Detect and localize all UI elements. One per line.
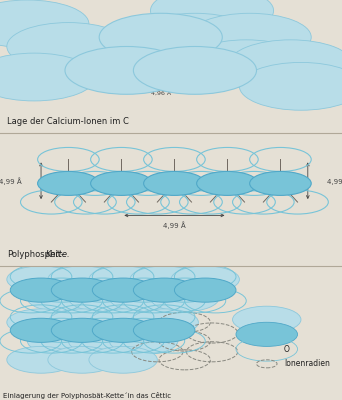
Circle shape (89, 309, 157, 336)
Circle shape (239, 62, 342, 110)
Text: Ionenradien: Ionenradien (284, 359, 330, 368)
Text: Polyphosphit-: Polyphosphit- (7, 250, 64, 259)
Circle shape (48, 266, 116, 293)
Circle shape (68, 285, 137, 312)
Circle shape (10, 278, 72, 302)
Circle shape (27, 285, 96, 312)
Circle shape (51, 318, 113, 342)
Circle shape (188, 13, 311, 61)
Circle shape (109, 328, 178, 354)
Circle shape (229, 40, 342, 88)
Circle shape (7, 309, 75, 336)
Circle shape (250, 172, 311, 196)
Circle shape (65, 46, 188, 94)
Circle shape (150, 0, 274, 34)
Circle shape (0, 0, 89, 48)
Circle shape (174, 278, 236, 302)
Text: 4,99 Å: 4,99 Å (0, 177, 22, 185)
Circle shape (92, 278, 154, 302)
Circle shape (92, 318, 154, 342)
Circle shape (171, 266, 239, 293)
Circle shape (48, 309, 116, 336)
Circle shape (109, 285, 178, 312)
Text: 4,96 Å: 4,96 Å (206, 51, 225, 56)
Text: 4,99 Å: 4,99 Å (163, 221, 186, 228)
Circle shape (144, 172, 205, 196)
Text: 4,96 Å: 4,96 Å (151, 90, 171, 96)
Circle shape (99, 13, 222, 61)
Circle shape (233, 306, 301, 333)
Text: 4,96 Å: 4,96 Å (100, 51, 119, 56)
Circle shape (236, 322, 298, 346)
Text: P: P (284, 330, 289, 339)
Circle shape (133, 318, 195, 342)
Circle shape (185, 40, 308, 88)
Text: Ca: Ca (284, 315, 294, 324)
Text: 4,99 Å: 4,99 Å (327, 177, 342, 185)
Circle shape (51, 278, 113, 302)
Circle shape (130, 266, 198, 293)
Text: Lage der Calcium-Ionen im C: Lage der Calcium-Ionen im C (7, 117, 129, 126)
Circle shape (130, 309, 198, 336)
Circle shape (89, 266, 157, 293)
Circle shape (27, 328, 96, 354)
Circle shape (7, 346, 75, 373)
Text: O: O (284, 344, 290, 354)
Circle shape (7, 22, 130, 70)
Circle shape (91, 172, 152, 196)
Circle shape (7, 266, 75, 293)
Circle shape (89, 346, 157, 373)
Circle shape (48, 346, 116, 373)
Text: Einlagerung der Polyphosbät-Kette´in das Cêttic: Einlagerung der Polyphosbät-Kette´in das… (3, 392, 172, 399)
Circle shape (38, 172, 99, 196)
Circle shape (133, 46, 256, 94)
Circle shape (133, 13, 256, 61)
Circle shape (197, 172, 258, 196)
Circle shape (150, 285, 219, 312)
Circle shape (133, 278, 195, 302)
Circle shape (68, 328, 137, 354)
Circle shape (10, 318, 72, 342)
Circle shape (0, 53, 96, 101)
Text: Kette.: Kette. (46, 250, 71, 259)
